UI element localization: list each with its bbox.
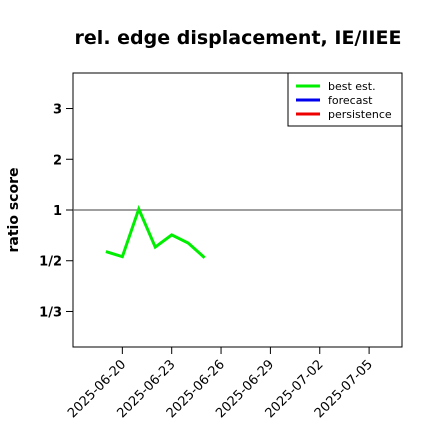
y-tick-label: 1/3 — [39, 305, 62, 320]
data-line — [105, 204, 206, 259]
y-tick-label: 3 — [53, 103, 62, 118]
y-axis-label: ratio score — [6, 168, 22, 253]
legend-label: best est. — [328, 80, 376, 93]
legend-label: persistence — [328, 108, 392, 121]
y-tick-label: 1 — [53, 204, 62, 219]
y-tick-label: 1/2 — [39, 255, 62, 270]
legend-label: forecast — [328, 94, 373, 107]
chart-title: rel. edge displacement, IE/IIEE — [75, 27, 402, 49]
y-tick-label: 2 — [53, 153, 62, 168]
